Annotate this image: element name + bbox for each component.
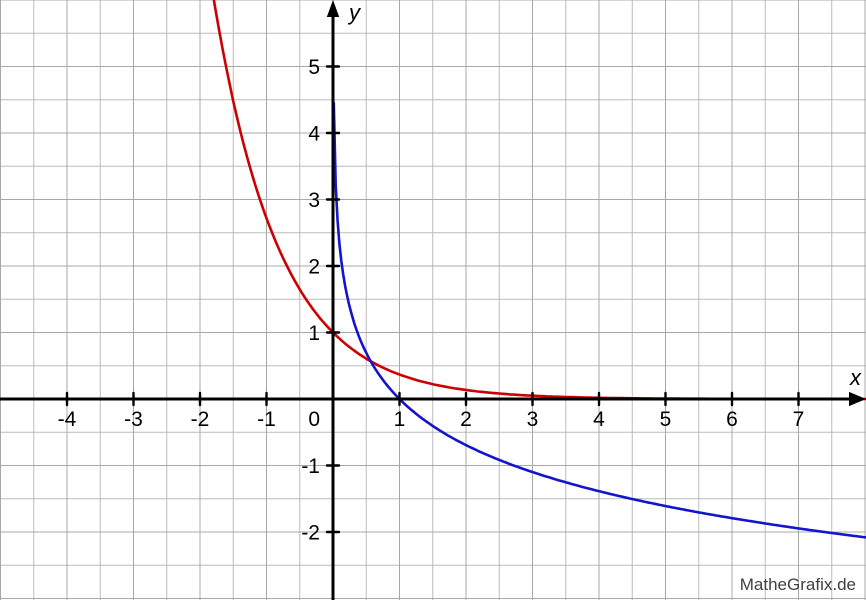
svg-text:2: 2 xyxy=(460,408,472,431)
svg-text:3: 3 xyxy=(308,189,320,212)
svg-text:y: y xyxy=(347,0,362,25)
svg-text:-1: -1 xyxy=(301,455,320,478)
svg-text:x: x xyxy=(849,365,862,390)
svg-text:-3: -3 xyxy=(124,408,143,431)
svg-text:MatheGrafix.de: MatheGrafix.de xyxy=(740,575,856,594)
svg-text:0: 0 xyxy=(308,408,320,431)
svg-text:5: 5 xyxy=(308,56,320,79)
svg-text:3: 3 xyxy=(527,408,539,431)
svg-text:1: 1 xyxy=(394,408,406,431)
svg-text:-2: -2 xyxy=(301,522,320,545)
svg-text:4: 4 xyxy=(593,408,605,431)
svg-text:5: 5 xyxy=(660,408,672,431)
svg-text:1: 1 xyxy=(308,322,320,345)
svg-text:-4: -4 xyxy=(58,408,77,431)
svg-text:4: 4 xyxy=(308,123,320,146)
svg-text:-1: -1 xyxy=(257,408,276,431)
svg-text:2: 2 xyxy=(308,256,320,279)
svg-text:6: 6 xyxy=(726,408,738,431)
svg-text:-2: -2 xyxy=(191,408,210,431)
svg-text:7: 7 xyxy=(793,408,805,431)
